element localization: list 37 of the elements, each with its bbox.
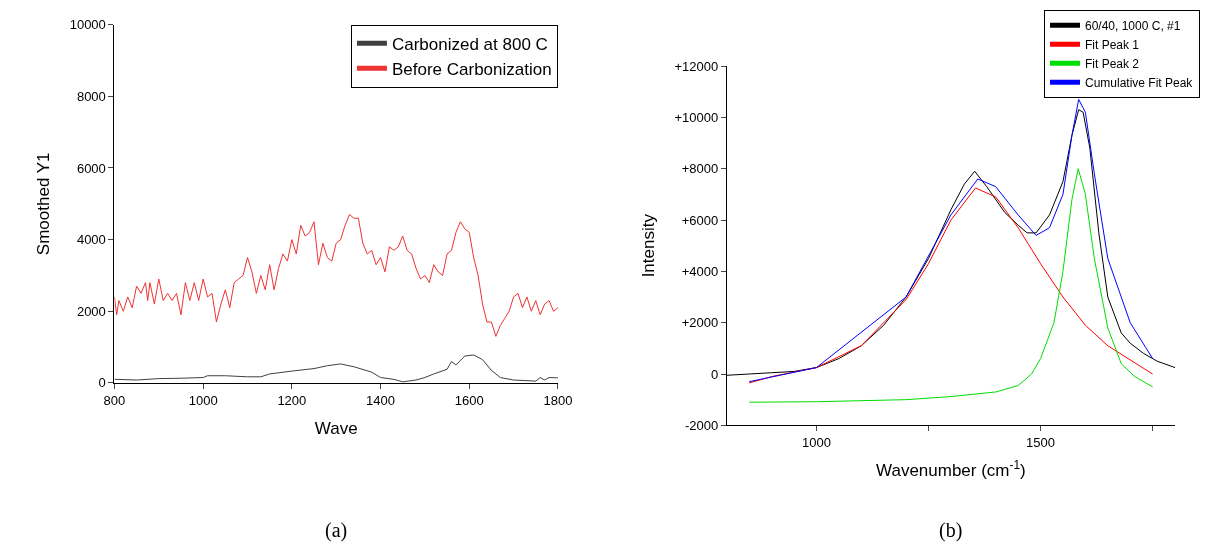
legend-label: Fit Peak 2 — [1085, 56, 1140, 71]
y-tick-label: 0 — [710, 366, 719, 382]
x-tick-label: 1500 — [1026, 434, 1056, 450]
line-series — [748, 168, 1154, 403]
y-tick-label: -2000 — [684, 417, 719, 433]
x-tick-label: 1200 — [277, 392, 307, 408]
y-tick-label: +10000 — [674, 109, 719, 125]
x-axis-title: Wave — [314, 418, 358, 438]
y-tick-label: 6000 — [76, 160, 106, 176]
text: (a) — [325, 519, 348, 542]
x-tick-label: 1800 — [543, 392, 573, 408]
y-tick-label: 10000 — [69, 17, 106, 33]
line-series — [748, 187, 1154, 384]
y-tick-label: +12000 — [674, 58, 719, 74]
x-tick-label: 1600 — [454, 392, 484, 408]
legend-label: 60/40, 1000 C, #1 — [1085, 18, 1181, 33]
text: (b) — [939, 519, 963, 542]
y-axis-title: Intensity — [638, 213, 658, 278]
x-tick-label: 1000 — [801, 434, 831, 450]
y-tick-label: +6000 — [681, 212, 719, 228]
y-tick-label: 0 — [98, 375, 106, 391]
x-tick-label: 1400 — [366, 392, 395, 408]
y-axis-title: Smoothed Y1 — [34, 152, 54, 256]
y-tick-label: 2000 — [76, 303, 106, 319]
x-axis-title: Wavenumber (cm$^{-1}$) — [876, 458, 1026, 481]
line-series — [114, 214, 558, 337]
legend-label: Fit Peak 1 — [1085, 37, 1140, 52]
y-tick-label: 4000 — [76, 232, 106, 248]
y-tick-label: +8000 — [681, 161, 719, 177]
y-tick-label: 8000 — [76, 88, 106, 104]
y-tick-label: +2000 — [681, 315, 719, 331]
legend-label: Cumulative Fit Peak — [1085, 75, 1194, 90]
legend-label: Before Carbonization — [391, 60, 552, 79]
legend-label: Carbonized at 800 C — [391, 34, 548, 54]
y-tick-label: +4000 — [681, 263, 719, 279]
x-tick-label: 1000 — [188, 392, 218, 408]
x-tick-label: 800 — [103, 392, 126, 408]
